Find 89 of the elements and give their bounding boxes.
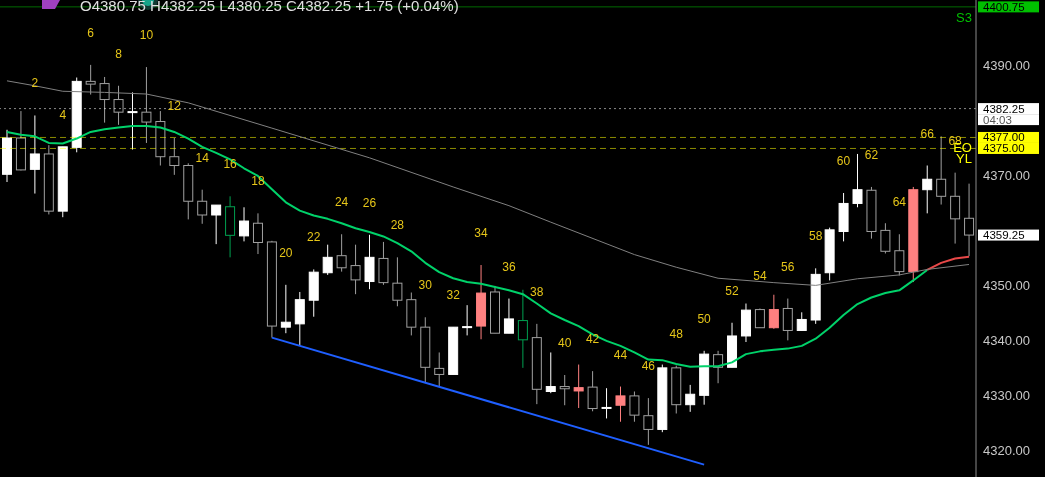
- x-tick-label: 14: [195, 150, 210, 165]
- x-tick-label: 10: [139, 28, 154, 43]
- x-tick-label: 58: [808, 229, 823, 244]
- candlestick: [964, 183, 975, 257]
- x-tick-label: 30: [418, 278, 433, 293]
- y-tick-label: 4400.75: [983, 0, 1025, 13]
- x-tick-label: 12: [167, 99, 182, 114]
- candlestick: [922, 165, 933, 214]
- x-tick-label: 20: [279, 245, 293, 260]
- y-tick-label: 4377.00: [983, 131, 1025, 144]
- x-tick-label: 48: [669, 326, 684, 341]
- x-tick-label: 38: [530, 284, 544, 299]
- x-tick-label: 6: [87, 25, 95, 40]
- candlestick: [392, 256, 403, 307]
- y-tick-label: 4330.00: [983, 387, 1030, 403]
- y-tick-label: 4390.00: [983, 57, 1030, 73]
- candlestick: [252, 212, 263, 255]
- y-tick-label: 4340.00: [983, 332, 1030, 348]
- ref-line-label: S3: [956, 9, 972, 25]
- y-tick-label: 4375.00: [983, 142, 1025, 155]
- candlestick: [545, 351, 556, 394]
- line-series: [926, 255, 971, 271]
- candlestick: [85, 64, 96, 96]
- x-tick-label: 22: [307, 230, 321, 245]
- x-tick-label: 2: [31, 76, 39, 91]
- x-tick-label: 16: [223, 157, 238, 172]
- candlestick: [601, 387, 612, 419]
- x-tick-label: 56: [781, 259, 795, 274]
- candlestick: [796, 311, 807, 331]
- x-tick-label: 66: [920, 126, 935, 141]
- candlestick: [197, 189, 208, 225]
- x-tick-label: 24: [334, 195, 349, 210]
- candlestick: [768, 294, 779, 330]
- x-tick-label: 54: [753, 269, 767, 284]
- y-tick-label: 4359.25: [983, 229, 1025, 242]
- candlestick: [643, 397, 654, 446]
- candlestick: [99, 76, 110, 124]
- y-tick-label: 4350.00: [983, 277, 1030, 293]
- x-tick-label: 52: [725, 283, 739, 298]
- x-tick-label: 8: [115, 46, 123, 61]
- y-tick-label: 4382.25: [983, 102, 1025, 115]
- x-tick-label: 26: [362, 195, 377, 210]
- candlestick: [169, 137, 180, 176]
- x-tick-label: 18: [251, 174, 265, 189]
- candlestick: [113, 85, 124, 126]
- x-tick-label: 46: [641, 359, 656, 374]
- candlestick: [936, 135, 947, 206]
- x-tick-label: 34: [474, 226, 489, 241]
- candlestick: [503, 298, 514, 334]
- x-tick-label: 44: [613, 347, 628, 362]
- candlestick: [462, 304, 473, 336]
- x-tick-label: 60: [836, 154, 851, 168]
- candlestick: [336, 233, 347, 273]
- x-tick-label: 42: [585, 332, 600, 347]
- candlestick: [239, 206, 250, 242]
- x-tick-label: 50: [697, 311, 712, 326]
- x-tick-label: 40: [558, 336, 572, 350]
- candlestick: [950, 172, 961, 245]
- candlestick: [127, 91, 138, 151]
- x-tick-label: 62: [864, 147, 879, 162]
- candlestick: [573, 364, 584, 409]
- candlestick: [754, 307, 765, 329]
- candlestick: [211, 204, 222, 245]
- candlestick: [629, 391, 640, 423]
- x-tick-label: 64: [892, 195, 907, 210]
- text: 04:03: [983, 113, 1012, 126]
- candlestick: [894, 233, 905, 276]
- candlestick: [782, 298, 793, 341]
- candlestick: [615, 386, 626, 423]
- candlestick: [685, 384, 696, 413]
- x-tick-label: 36: [502, 259, 516, 274]
- x-tick-label: 4: [59, 107, 67, 122]
- candlestick: [880, 222, 891, 254]
- candlestick: [141, 66, 152, 144]
- x-tick-label: 28: [390, 218, 405, 233]
- y-tick-label: 4320.00: [983, 442, 1030, 458]
- candlestick: [434, 351, 445, 388]
- y-tick-label: 4370.00: [983, 167, 1030, 183]
- candlestick: [280, 284, 291, 334]
- candlestick: [350, 244, 361, 295]
- candlestick: [517, 289, 528, 369]
- candlestick: [559, 374, 570, 406]
- candlestick: [322, 244, 333, 276]
- candlestick: [587, 370, 598, 412]
- chart-title: O4380.75 H4382.25 L4380.25 C4382.25 +1.75 (+0.04%): [80, 0, 459, 14]
- candlestick: [29, 114, 40, 195]
- x-tick-label: 32: [446, 288, 461, 303]
- ref-line-label: YL: [956, 151, 972, 167]
- candlestick: [852, 153, 863, 208]
